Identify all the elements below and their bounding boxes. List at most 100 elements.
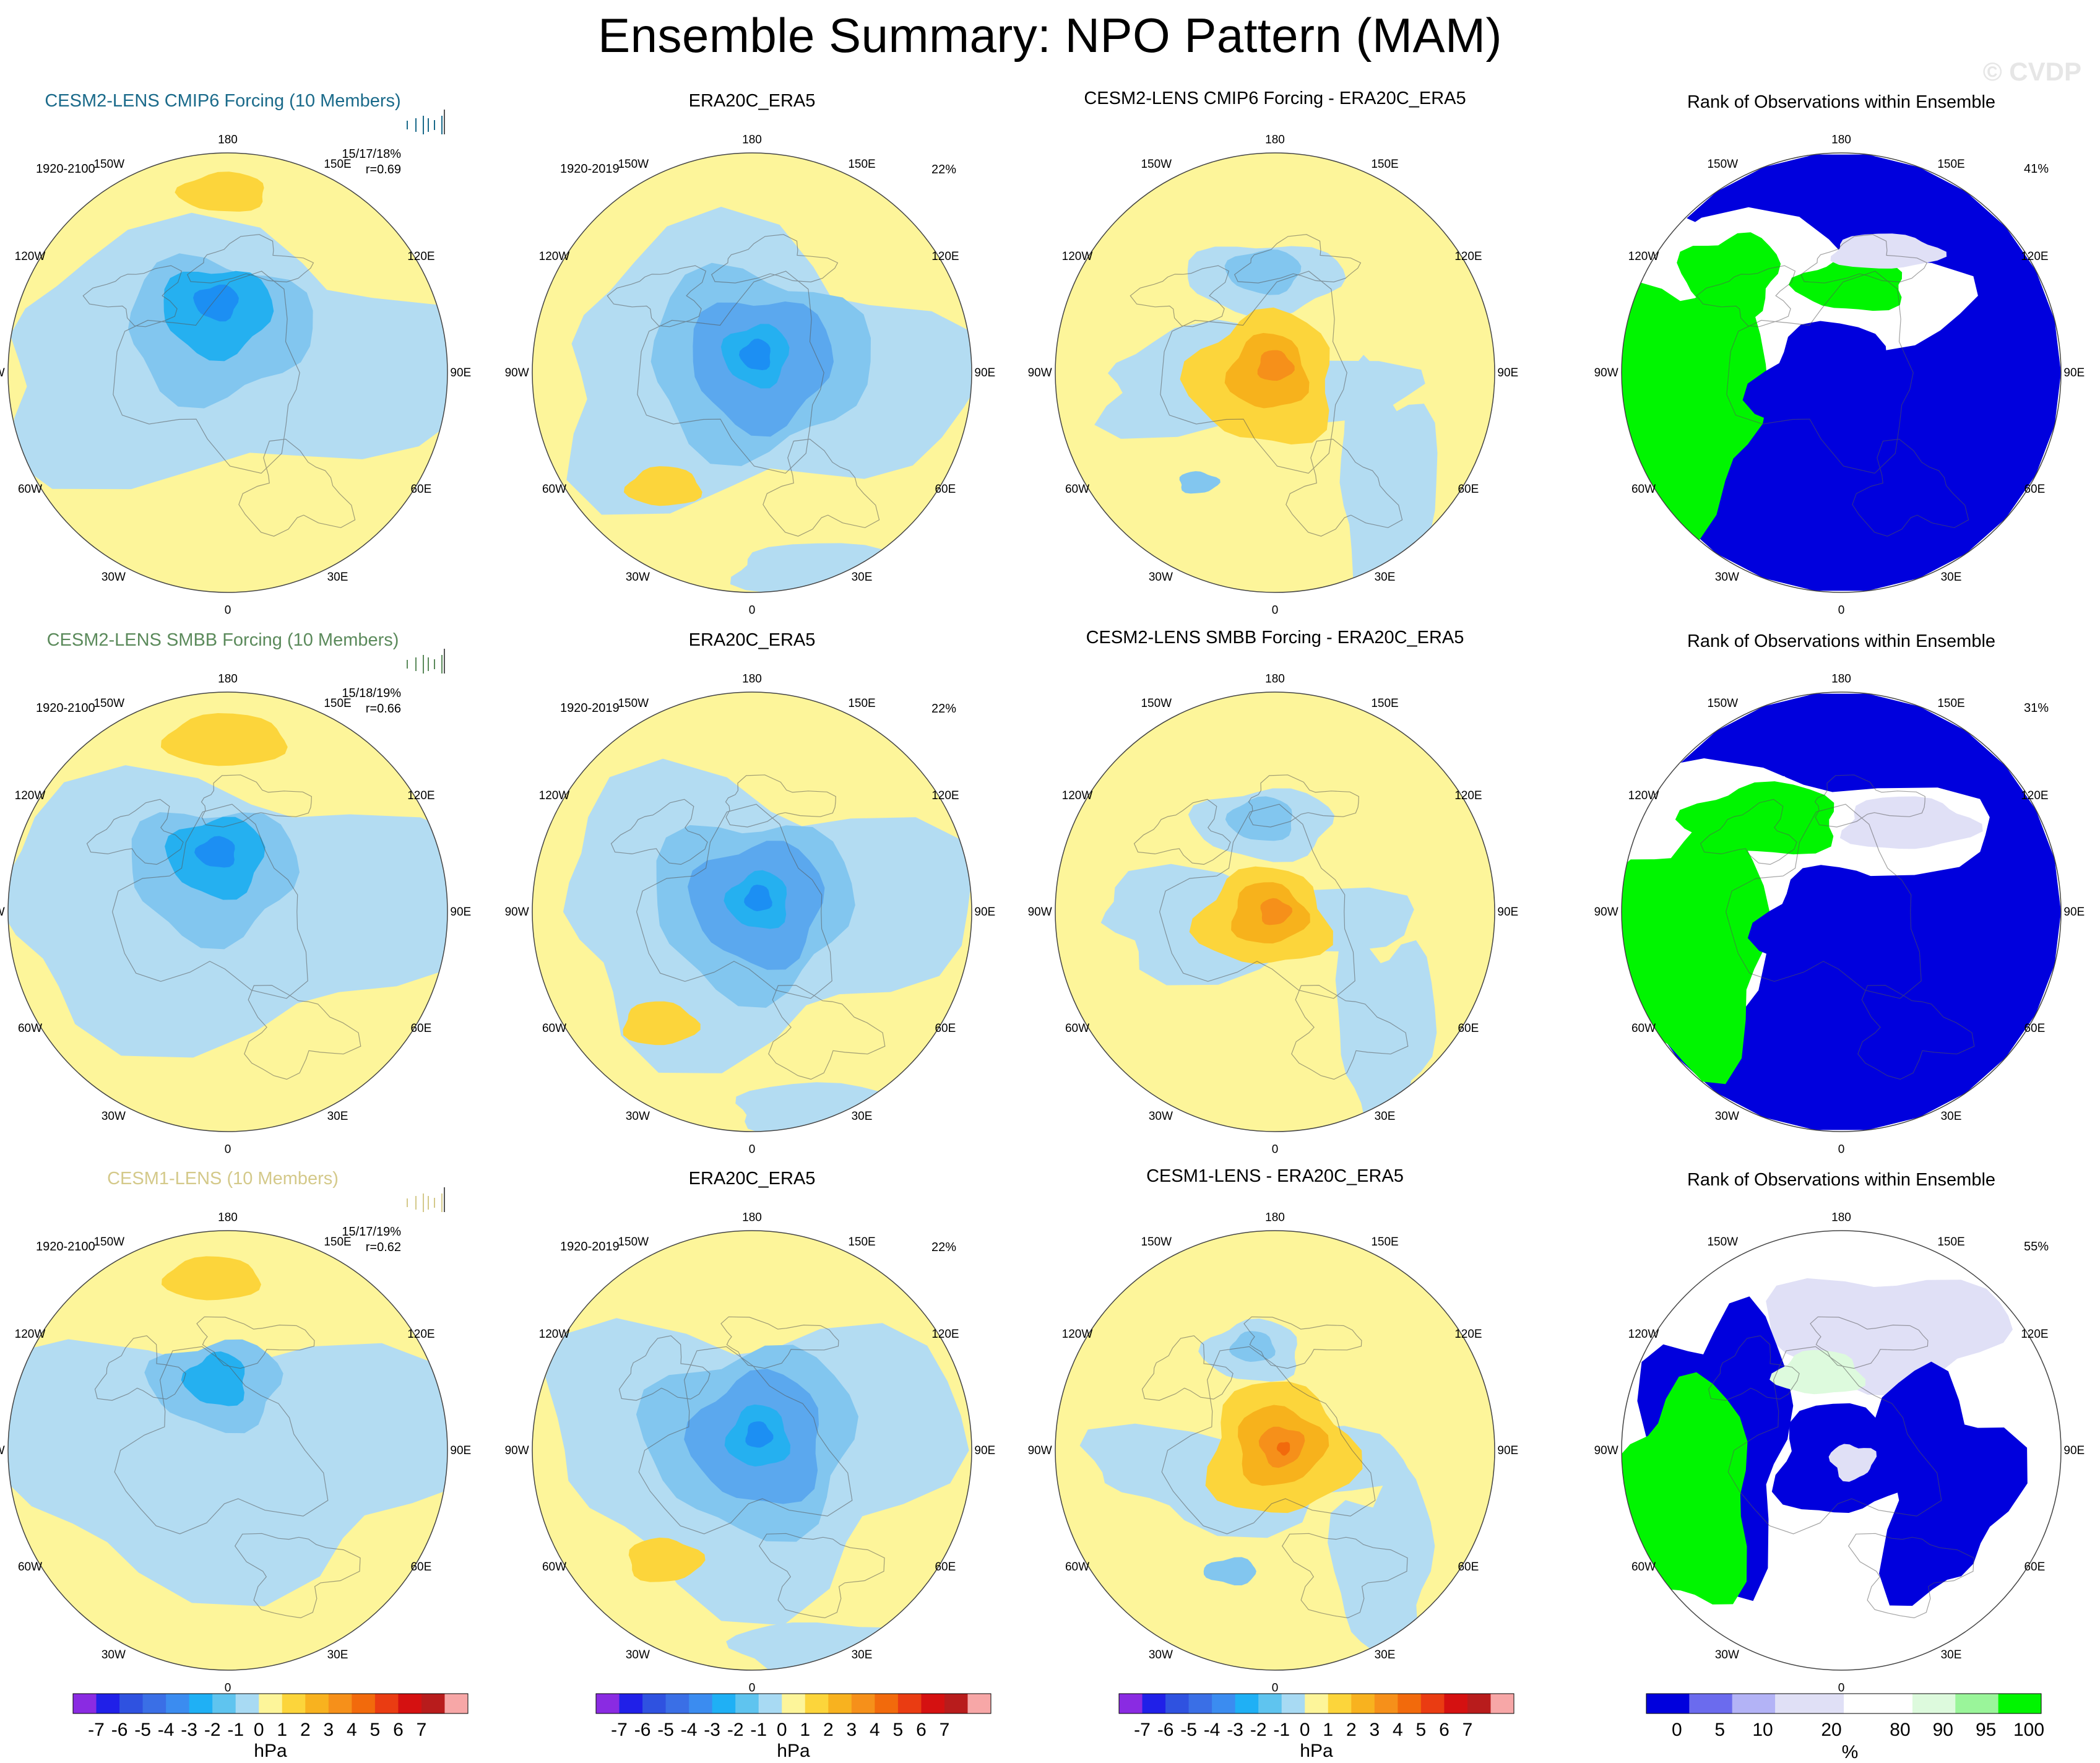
colorbar-swatch (1165, 1694, 1190, 1713)
colorbar-tick-label: 5 (1714, 1720, 1725, 1740)
colorbar-tick-label: 0 (1672, 1720, 1682, 1740)
lon-label: 180 (1265, 1211, 1285, 1224)
coastline (711, 234, 839, 284)
coastline (1857, 984, 1975, 1080)
coastline (1852, 438, 1969, 537)
obs-panel-title: ERA20C_ERA5 (689, 91, 816, 111)
coastlines (86, 774, 361, 1080)
lon-label: 120W (1628, 1328, 1659, 1341)
model-correlation: r=0.69 (366, 163, 401, 176)
lon-label: 150E (1371, 697, 1398, 710)
colorbar-swatch (897, 1694, 922, 1713)
contour-region (735, 1082, 941, 1132)
colorbar-tick-label: 4 (1393, 1720, 1403, 1740)
lon-label: 30E (852, 1110, 873, 1123)
lon-label: 90W (1594, 366, 1618, 379)
lon-label: 150W (618, 1236, 649, 1249)
colorbar-tick-label: -5 (657, 1720, 674, 1740)
lon-label: 120E (1454, 1328, 1482, 1341)
globe-obs-2: 180 150E 120E 90E 60E 30E 0 30W 60W 90W 120W 150W (505, 673, 996, 1156)
lon-label: 150E (848, 697, 875, 710)
coastlines (607, 234, 880, 537)
spread-glyph (407, 110, 445, 134)
lon-label: 150W (1707, 158, 1738, 171)
coastline (637, 271, 824, 474)
model-years: 1920-2100 (36, 1240, 95, 1254)
coastline (94, 1335, 186, 1401)
lon-label: 150E (1371, 1236, 1398, 1249)
colorbar-swatch (398, 1694, 422, 1713)
contour-region (1225, 796, 1292, 841)
globe-diff-2: 180 150E 120E 90E 60E 30E 0 30W 60W 90W 120W 150W (1028, 673, 1519, 1156)
coastline (1727, 1346, 1942, 1535)
lon-label: 60W (1631, 1022, 1656, 1035)
contour-fills (566, 207, 972, 592)
coastline (1708, 1335, 1800, 1401)
lon-label: 30W (626, 1110, 650, 1123)
contour-region (1179, 471, 1221, 494)
colorbar-swatch (689, 1694, 713, 1713)
lon-label: 180 (1831, 673, 1851, 686)
colorbar-swatch (1844, 1694, 1913, 1713)
lon-label: 0 (225, 1681, 231, 1694)
lon-label: 0 (749, 1681, 756, 1694)
contour-fills (1079, 1319, 1435, 1670)
colorbar-swatch (782, 1694, 806, 1713)
lon-label: 30E (852, 571, 873, 584)
lon-label: 0 (1272, 604, 1279, 617)
lon-label: 60W (542, 1561, 566, 1574)
contour-region (175, 171, 264, 212)
lon-label: 120W (15, 250, 46, 263)
contour-region (1339, 355, 1438, 592)
lon-label: 60E (1458, 1022, 1479, 1035)
colorbar-tick-label: 2 (823, 1720, 834, 1740)
colorbar-swatch (1689, 1694, 1733, 1713)
colorbar-swatch (665, 1694, 689, 1713)
globe-outline (7, 152, 448, 593)
coastline (1141, 1335, 1234, 1401)
coastline (234, 1533, 361, 1619)
coastlines (82, 234, 356, 537)
coastlines (94, 1316, 361, 1619)
globe-outline (7, 691, 448, 1132)
coastline (638, 1346, 853, 1535)
colorbar-tick-label: 1 (800, 1720, 810, 1740)
globe-outline (7, 1230, 448, 1671)
lon-label: 60W (18, 1022, 42, 1035)
coastline (238, 438, 356, 537)
colorbar-tick-label: -5 (1180, 1720, 1197, 1740)
coastline (1847, 1533, 1974, 1619)
coastline (768, 984, 886, 1080)
lon-label: 90W (505, 1444, 529, 1457)
contour-region (181, 1351, 245, 1406)
colorbar-swatch (712, 1694, 736, 1713)
contour-region (623, 466, 702, 506)
rank-panel-title: Rank of Observations within Ensemble (1687, 631, 1995, 651)
lon-label: 30E (1375, 571, 1396, 584)
colorbar-tick-label: -1 (227, 1720, 244, 1740)
coastline (725, 774, 836, 828)
lon-label: 0 (1838, 604, 1845, 617)
colorbar-tick-label: 5 (893, 1720, 904, 1740)
colorbar-tick-label: 7 (940, 1720, 950, 1740)
coastline (610, 799, 708, 865)
contour-region (623, 1001, 701, 1046)
figure-title: Ensemble Summary: NPO Pattern (MAM) (598, 8, 1502, 63)
coastlines (610, 774, 886, 1080)
lon-label: 120E (2021, 789, 2048, 802)
contour-region (1830, 233, 1947, 269)
colorbar-tick-label: 7 (1463, 1720, 1473, 1740)
model-correlation: r=0.66 (366, 702, 401, 716)
lon-label: 60E (410, 483, 431, 496)
lon-label: 60E (935, 1561, 956, 1574)
colorbar-tick-label: -7 (611, 1720, 628, 1740)
lon-label: 90W (505, 906, 529, 919)
colorbar-swatch (1235, 1694, 1259, 1713)
colorbar-tick-label: 1 (1323, 1720, 1333, 1740)
contour-region (745, 1421, 774, 1448)
lon-label: 90W (505, 366, 529, 379)
colorbar-swatch (1258, 1694, 1282, 1713)
lon-label: 180 (218, 673, 238, 686)
obs-years: 1920-2019 (560, 1240, 620, 1254)
globe-outline (1055, 691, 1495, 1132)
